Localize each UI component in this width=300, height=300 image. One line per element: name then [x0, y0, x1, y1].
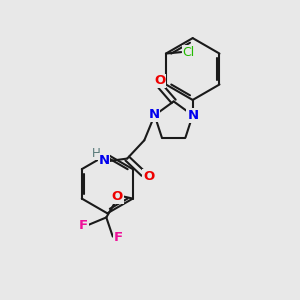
Text: N: N: [148, 108, 160, 121]
Text: F: F: [113, 231, 123, 244]
Text: N: N: [188, 109, 199, 122]
Text: O: O: [112, 190, 123, 203]
Text: N: N: [98, 154, 110, 167]
Text: Cl: Cl: [182, 46, 195, 59]
Text: O: O: [143, 170, 154, 183]
Text: F: F: [79, 219, 88, 232]
Text: O: O: [154, 74, 165, 87]
Text: H: H: [92, 147, 101, 160]
Text: N: N: [187, 109, 198, 122]
